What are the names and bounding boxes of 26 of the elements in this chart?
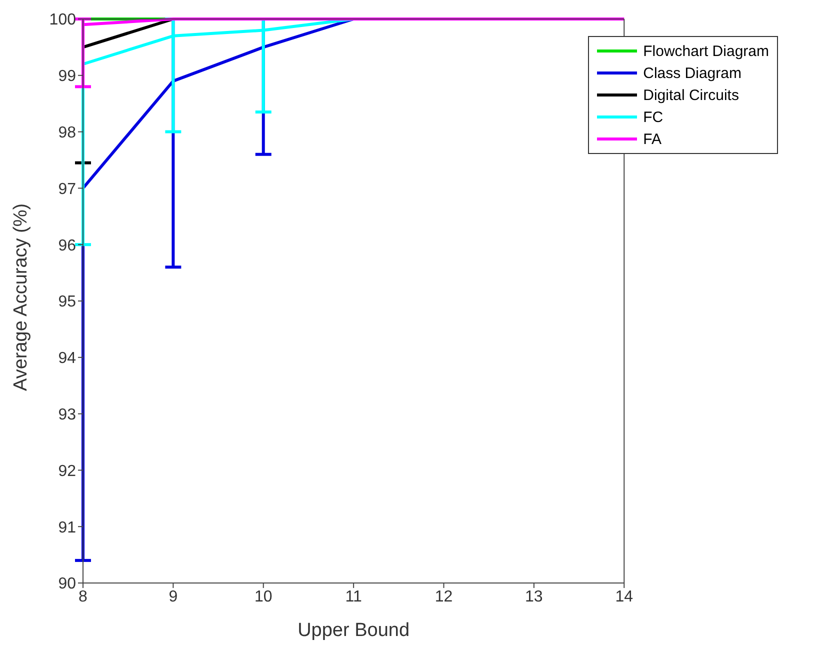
y-tick-label: 98 <box>58 124 76 142</box>
y-tick-label: 93 <box>58 406 76 424</box>
y-tick-label: 95 <box>58 294 76 311</box>
y-tick-label: 100 <box>49 12 76 29</box>
x-tick-label: 8 <box>78 588 88 606</box>
y-tick-label: 96 <box>58 237 76 254</box>
y-tick-label: 99 <box>58 68 76 86</box>
legend-label: Digital Circuits <box>643 86 739 104</box>
line-series <box>82 18 356 190</box>
legend-label: FC <box>643 108 664 126</box>
x-tick-label: 14 <box>615 588 634 606</box>
y-tick-label: 92 <box>58 462 76 480</box>
legend-label: Class Diagram <box>643 64 742 82</box>
y-axis-title: Average Accuracy (%) <box>10 203 32 391</box>
x-tick-label: 11 <box>345 588 362 606</box>
legend-label: Flowchart Diagram <box>643 42 769 60</box>
x-axis-title: Upper Bound <box>298 620 410 641</box>
y-tick-label: 90 <box>58 576 76 593</box>
x-tick-label: 9 <box>168 588 178 606</box>
y-tick-label: 94 <box>58 350 76 368</box>
legend-label: FA <box>643 130 662 148</box>
x-tick-label: 10 <box>254 588 272 606</box>
y-tick-label: 91 <box>58 519 76 536</box>
x-tick-label: 13 <box>525 588 543 606</box>
x-tick-label: 12 <box>434 588 453 606</box>
y-tick-label: 97 <box>58 180 76 198</box>
